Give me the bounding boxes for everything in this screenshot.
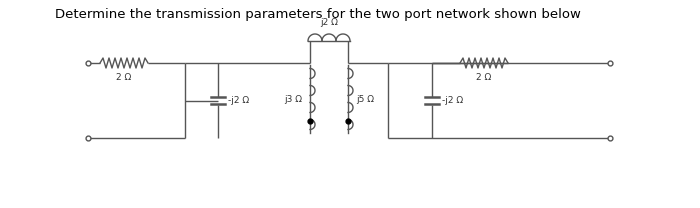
Text: j3 Ω: j3 Ω bbox=[284, 94, 302, 104]
Text: Determine the transmission parameters for the two port network shown below: Determine the transmission parameters fo… bbox=[55, 8, 581, 21]
Text: j2 Ω: j2 Ω bbox=[320, 18, 338, 27]
Text: -j2 Ω: -j2 Ω bbox=[228, 96, 249, 105]
Text: 2 Ω: 2 Ω bbox=[477, 73, 491, 82]
Text: j5 Ω: j5 Ω bbox=[356, 94, 374, 104]
Text: -j2 Ω: -j2 Ω bbox=[442, 96, 463, 105]
Text: 2 Ω: 2 Ω bbox=[116, 73, 132, 82]
